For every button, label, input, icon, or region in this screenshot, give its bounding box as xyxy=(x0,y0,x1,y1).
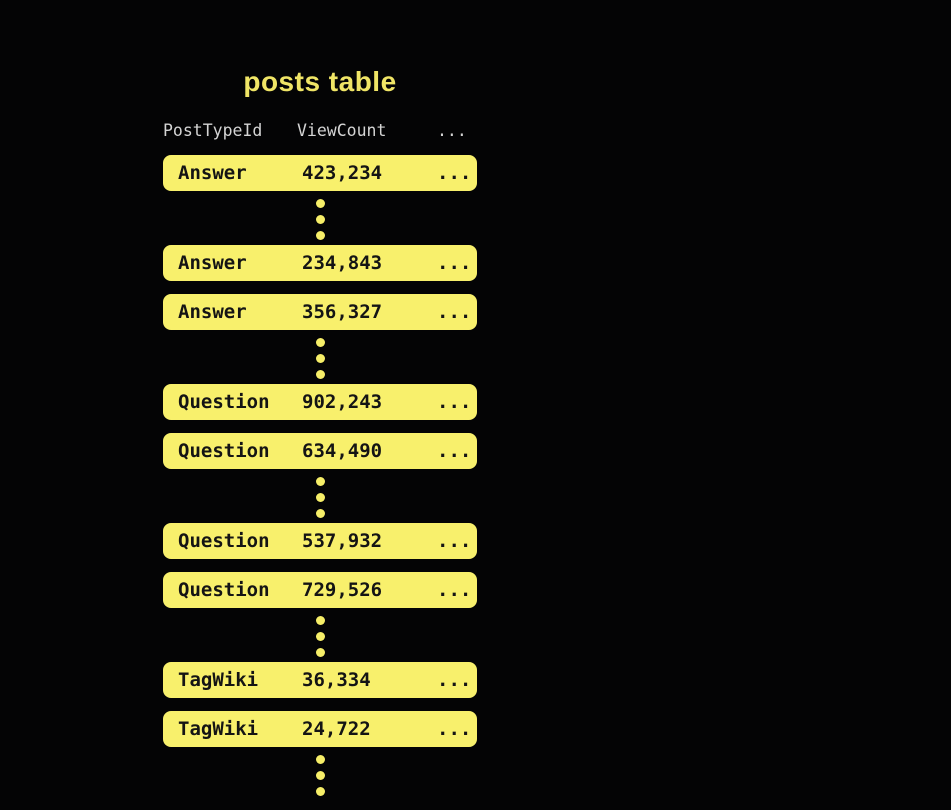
row-ellipsis: ... xyxy=(437,391,472,413)
vertical-ellipsis xyxy=(163,747,477,801)
row-post-type: Answer xyxy=(178,301,247,323)
row-ellipsis: ... xyxy=(437,162,472,184)
ellipsis-dot xyxy=(315,787,325,796)
ellipsis-dot xyxy=(315,215,325,224)
ellipsis-dot xyxy=(315,493,325,502)
row-post-type: Question xyxy=(178,579,270,601)
table-row: TagWiki 36,334... xyxy=(163,662,477,698)
table-row: Answer 356,327... xyxy=(163,294,477,330)
table-row: Question 902,243... xyxy=(163,384,477,420)
ellipsis-dot xyxy=(315,648,325,657)
ellipsis-dot xyxy=(315,771,325,780)
column-header-posttypeid: PostTypeId xyxy=(163,121,263,140)
posts-table-diagram: posts table PostTypeId ViewCount ... Ans… xyxy=(163,0,477,801)
vertical-ellipsis xyxy=(163,191,477,245)
ellipsis-dot xyxy=(315,632,325,641)
ellipsis-dot xyxy=(315,477,325,486)
row-post-type: TagWiki xyxy=(178,718,259,740)
row-ellipsis: ... xyxy=(437,669,472,691)
row-post-type: TagWiki xyxy=(178,669,259,691)
row-view-count: 729,526 xyxy=(302,579,383,601)
row-ellipsis: ... xyxy=(437,440,472,462)
table-row: Question 634,490... xyxy=(163,433,477,469)
ellipsis-dot xyxy=(315,338,325,347)
row-view-count: 36,334 xyxy=(302,669,371,691)
vertical-ellipsis xyxy=(163,469,477,523)
table-body: Answer 423,234... Answer 234,843... Answer 35… xyxy=(163,155,477,801)
table-row: Question 537,932... xyxy=(163,523,477,559)
ellipsis-dot xyxy=(315,755,325,764)
row-ellipsis: ... xyxy=(437,301,472,323)
ellipsis-dot xyxy=(315,509,325,518)
vertical-ellipsis xyxy=(163,330,477,384)
row-ellipsis: ... xyxy=(437,530,472,552)
row-view-count: 423,234 xyxy=(302,162,383,184)
ellipsis-dot xyxy=(315,354,325,363)
row-ellipsis: ... xyxy=(437,579,472,601)
vertical-ellipsis xyxy=(163,608,477,662)
row-ellipsis: ... xyxy=(437,252,472,274)
column-header-viewcount: ViewCount xyxy=(297,121,387,140)
table-row: Question 729,526... xyxy=(163,572,477,608)
table-row: Answer 234,843... xyxy=(163,245,477,281)
row-view-count: 234,843 xyxy=(302,252,383,274)
column-header-ellipsis: ... xyxy=(437,121,467,140)
table-row: Answer 423,234... xyxy=(163,155,477,191)
row-view-count: 356,327 xyxy=(302,301,383,323)
row-post-type: Question xyxy=(178,391,270,413)
diagram-title: posts table xyxy=(243,66,397,97)
ellipsis-dot xyxy=(315,370,325,379)
table-header-row: PostTypeId ViewCount ... xyxy=(163,121,477,141)
row-view-count: 634,490 xyxy=(302,440,383,462)
row-post-type: Answer xyxy=(178,252,247,274)
ellipsis-dot xyxy=(315,199,325,208)
row-view-count: 537,932 xyxy=(302,530,383,552)
row-post-type: Question xyxy=(178,530,270,552)
row-view-count: 24,722 xyxy=(302,718,371,740)
ellipsis-dot xyxy=(315,231,325,240)
row-view-count: 902,243 xyxy=(302,391,383,413)
table-row: TagWiki 24,722... xyxy=(163,711,477,747)
row-ellipsis: ... xyxy=(437,718,472,740)
ellipsis-dot xyxy=(315,616,325,625)
row-post-type: Question xyxy=(178,440,270,462)
row-post-type: Answer xyxy=(178,162,247,184)
